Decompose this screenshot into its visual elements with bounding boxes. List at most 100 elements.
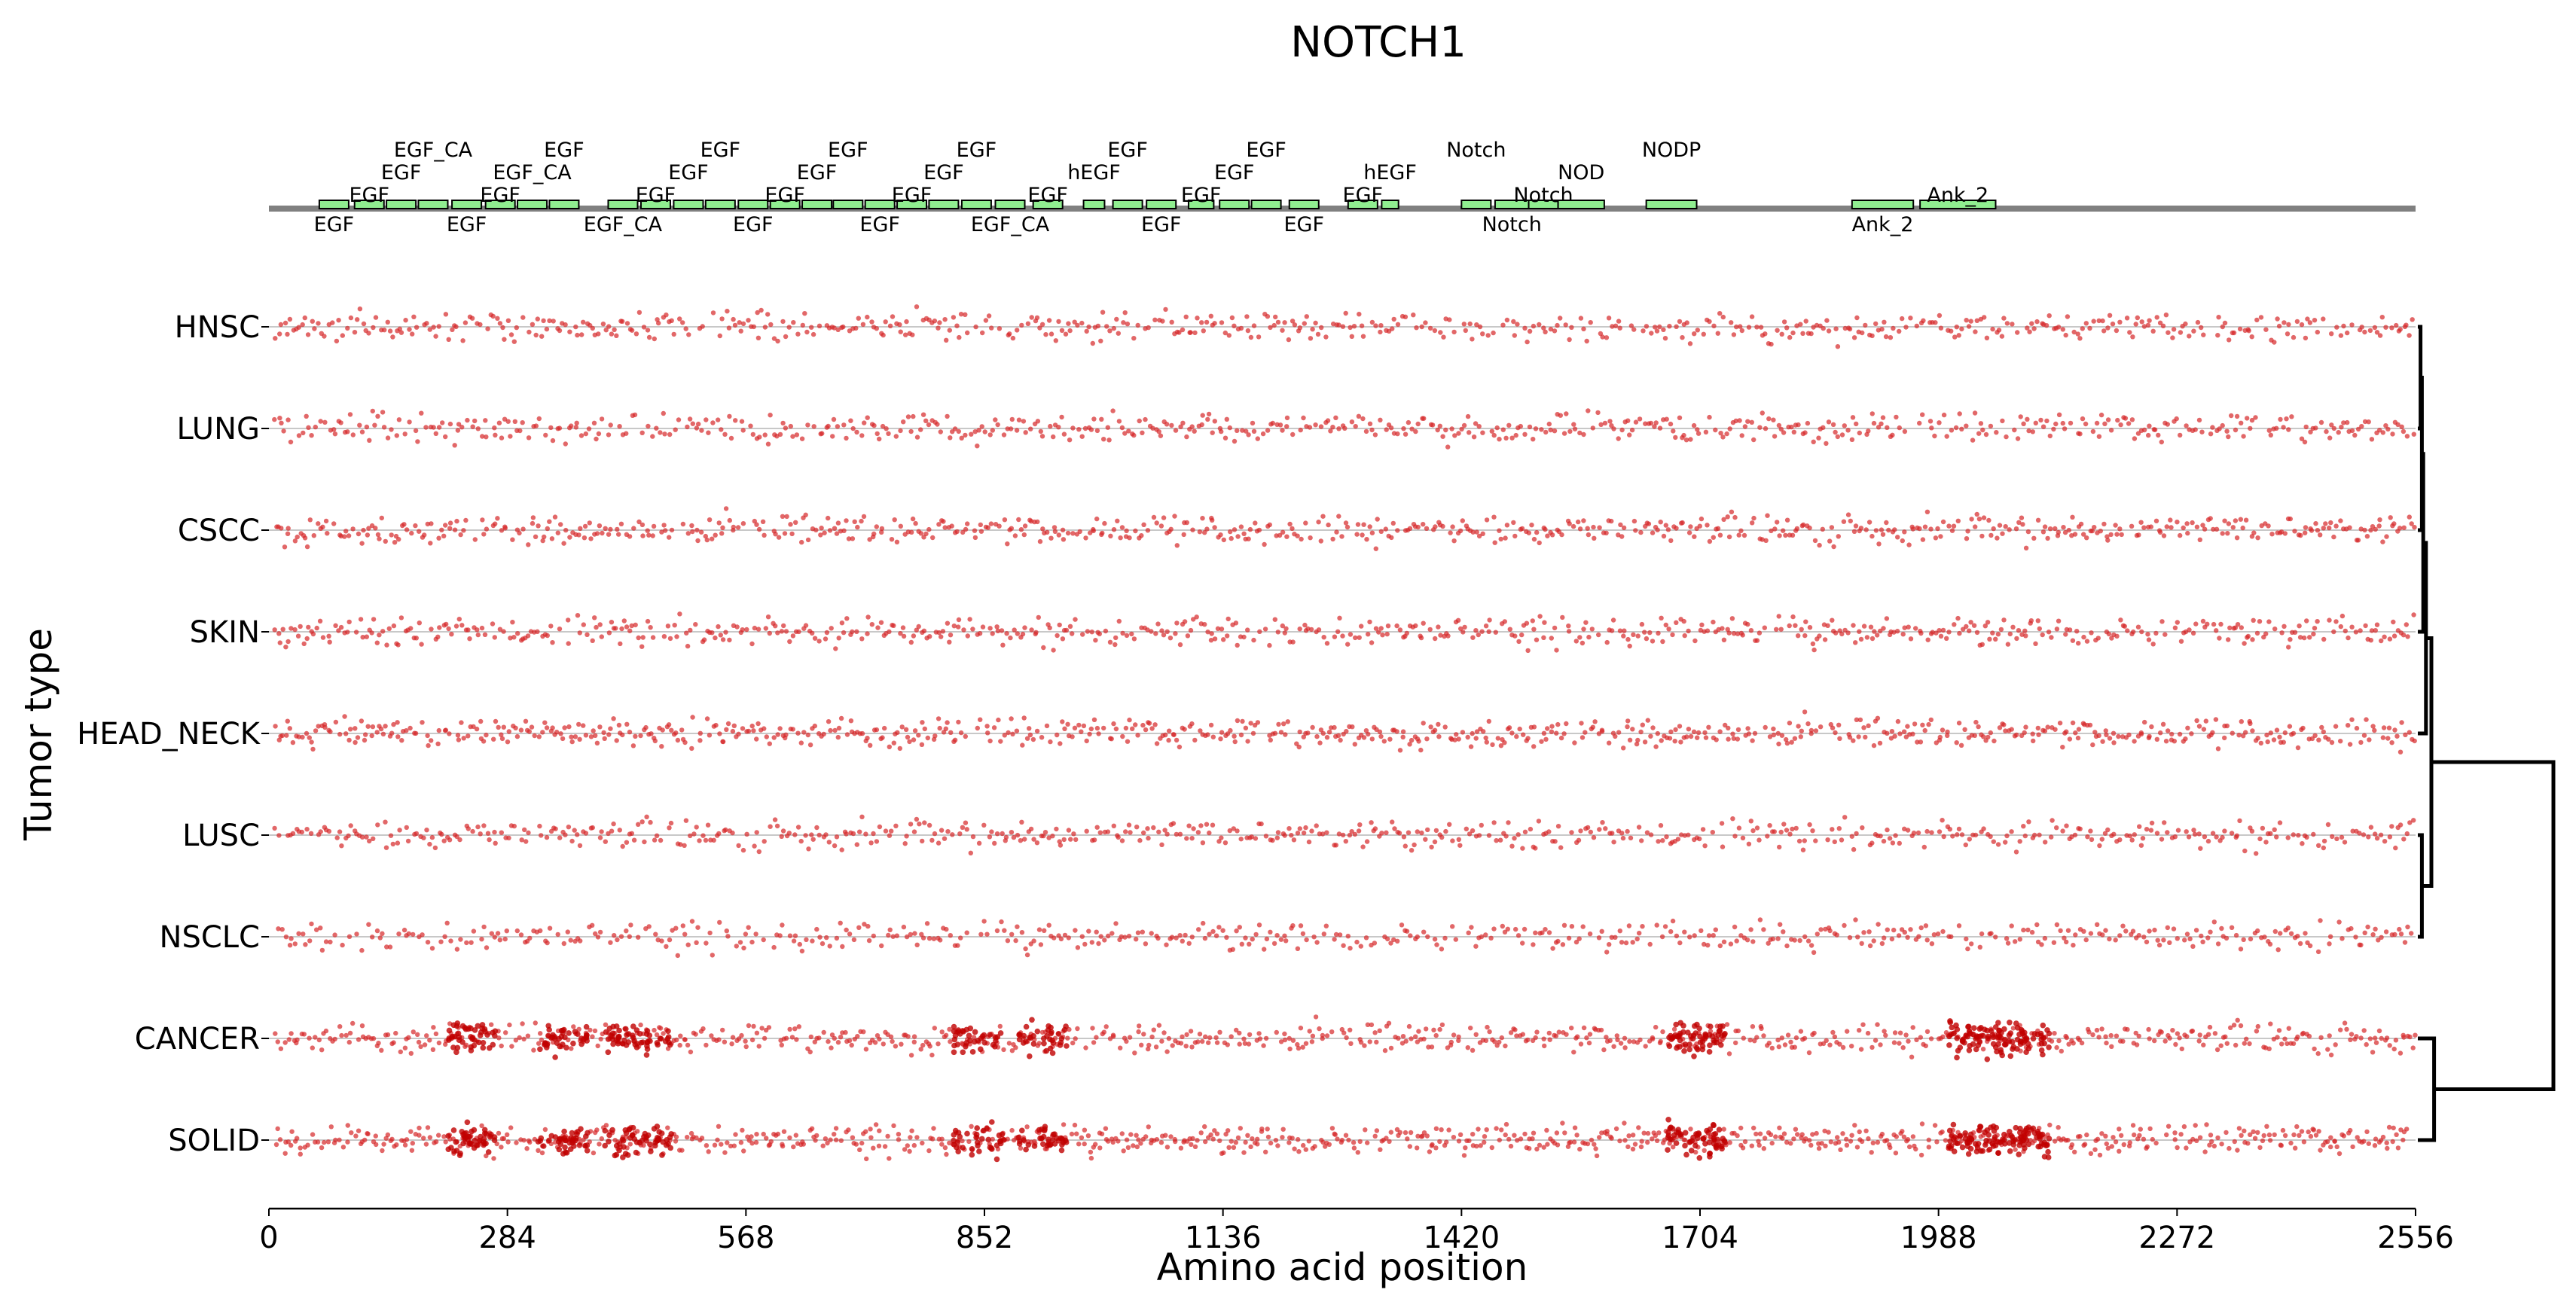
mutation-point — [465, 733, 471, 739]
mutation-point — [1013, 938, 1018, 944]
mutation-point — [431, 1025, 436, 1030]
mutation-point — [1173, 428, 1179, 433]
mutation-point — [1284, 415, 1290, 421]
mutation-point — [1320, 514, 1326, 519]
mutation-point — [1549, 729, 1555, 734]
mutation-point — [1808, 727, 1814, 733]
mutation-point — [1270, 420, 1276, 426]
mutation-point — [1048, 331, 1055, 337]
mutation-point — [850, 629, 855, 635]
mutation-point — [1084, 738, 1089, 744]
mutation-point — [545, 633, 550, 639]
mutation-point — [1177, 831, 1183, 837]
mutation-point — [2233, 427, 2239, 433]
mutation-point — [377, 633, 382, 638]
mutation-point — [433, 431, 438, 436]
mutation-point — [865, 314, 870, 320]
mutation-point — [1949, 934, 1954, 940]
mutation-point — [2187, 936, 2193, 942]
mutation-point — [792, 933, 798, 938]
mutation-point — [1640, 924, 1645, 929]
domain-label: EGF — [957, 139, 997, 162]
mutation-point — [1372, 1030, 1378, 1035]
mutation-point — [1692, 331, 1697, 337]
mutation-point — [2085, 834, 2090, 840]
mutation-point — [1131, 636, 1137, 642]
mutation-point — [525, 633, 531, 639]
mutation-point — [887, 833, 893, 838]
mutation-point — [2118, 422, 2123, 428]
mutation-point — [902, 841, 908, 846]
mutation-point — [318, 829, 323, 834]
mutation-point — [475, 426, 481, 431]
mutation-point — [960, 529, 966, 535]
mutation-point — [1543, 429, 1549, 435]
mutation-point — [1007, 331, 1012, 337]
mutation-point — [2373, 526, 2378, 532]
mutation-point — [2110, 322, 2116, 327]
mutation-point — [1158, 433, 1164, 438]
mutation-point — [593, 733, 598, 738]
mutation-point — [362, 737, 368, 743]
mutation-point — [513, 725, 518, 730]
mutation-point — [1928, 717, 1934, 723]
mutation-point — [1241, 1036, 1247, 1041]
mutation-point — [1088, 726, 1094, 732]
mutation-point — [821, 1029, 826, 1035]
mutation-point — [1571, 422, 1576, 427]
mutation-point — [1009, 526, 1015, 531]
mutation-point — [1719, 821, 1725, 826]
mutation-point — [346, 833, 351, 839]
mutation-point — [978, 717, 983, 722]
mutation-point — [1613, 733, 1618, 739]
mutation-point — [683, 326, 688, 331]
mutation-point — [1648, 733, 1653, 739]
mutation-point — [1353, 635, 1358, 641]
mutation-point — [1025, 321, 1031, 326]
mutation-point — [673, 427, 678, 432]
mutation-point — [760, 519, 766, 524]
mutation-point — [926, 936, 932, 941]
mutation-point — [2281, 320, 2287, 325]
mutation-point — [1831, 544, 1836, 550]
mutation-point — [1589, 627, 1595, 632]
mutation-point — [1470, 828, 1476, 834]
mutation-point — [1191, 617, 1196, 622]
mutation-point — [1886, 527, 1891, 533]
mutation-point — [1434, 942, 1439, 947]
mutation-point — [807, 1049, 813, 1055]
mutation-point — [1067, 438, 1073, 443]
mutation-point — [2394, 733, 2400, 739]
mutation-point — [1949, 528, 1955, 533]
mutation-point — [1337, 932, 1343, 938]
mutation-point — [1378, 529, 1384, 534]
mutation-point — [2165, 830, 2170, 835]
mutation-point — [2367, 737, 2372, 742]
mutation-point — [2347, 742, 2353, 747]
mutation-point — [2362, 419, 2368, 425]
mutation-point — [1309, 1039, 1315, 1044]
mutation-point — [2001, 316, 2007, 321]
mutation-point — [1835, 344, 1841, 349]
mutation-point — [1177, 933, 1183, 938]
mutation-point — [1947, 827, 1952, 832]
mutation-point — [804, 329, 810, 335]
mutation-point — [2202, 834, 2208, 840]
mutation-point — [685, 643, 691, 649]
mutation-point — [358, 617, 364, 622]
mutation-point — [1945, 733, 1950, 738]
mutation-point — [1586, 1040, 1592, 1046]
mutation-point — [2053, 727, 2058, 732]
mutation-point — [2096, 318, 2101, 324]
mutation-point — [730, 1035, 736, 1040]
mutation-point — [1048, 739, 1053, 745]
mutation-point — [1772, 829, 1777, 834]
mutation-point — [2064, 939, 2069, 945]
mutation-point — [1628, 323, 1634, 328]
mutation-point — [1409, 848, 1415, 853]
mutation-point — [1304, 937, 1309, 943]
mutation-point — [411, 931, 416, 938]
mutation-point — [2187, 334, 2192, 339]
mutation-point — [1946, 630, 1952, 635]
mutation-point — [1924, 938, 1930, 943]
